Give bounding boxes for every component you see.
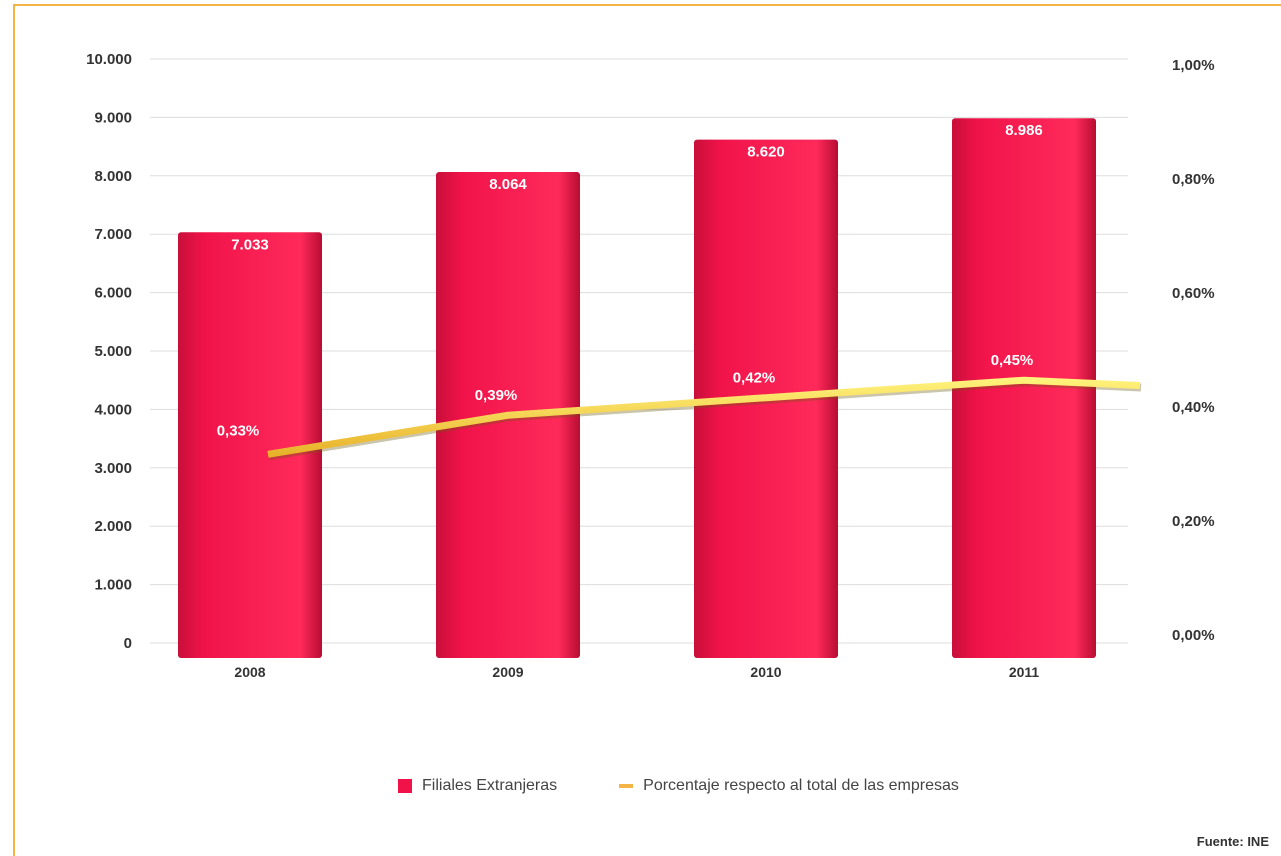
source-note: Fuente: INE (1196, 834, 1269, 849)
y-left-tick-label: 8.000 (94, 168, 132, 185)
x-tick-label: 2008 (234, 664, 265, 680)
y-right-tick-label: 1,00% (1172, 57, 1215, 74)
bar-value-label: 8.986 (1005, 122, 1043, 139)
legend-label-bars: Filiales Extranjeras (422, 777, 558, 794)
y-right-tick-label: 0,60% (1172, 285, 1215, 302)
bar-value-label: 8.620 (747, 144, 785, 161)
line-value-label: 0,42% (733, 370, 776, 387)
legend-swatch-bars (398, 779, 412, 793)
y-right-tick-label: 0,00% (1172, 627, 1215, 644)
y-left-tick-label: 10.000 (86, 51, 132, 68)
y-left-tick-label: 7.000 (94, 226, 132, 243)
line-value-label: 0,39% (475, 387, 518, 404)
bar (178, 232, 322, 658)
legend-swatch-line (619, 784, 634, 788)
y-left-tick-label: 9.000 (94, 109, 132, 126)
y-left-tick-label: 1.000 (94, 577, 132, 594)
line-value-label: 0,45% (991, 352, 1034, 369)
x-tick-label: 2009 (492, 664, 523, 680)
x-tick-label: 2010 (750, 664, 781, 680)
y-right-tick-label: 0,40% (1172, 399, 1215, 416)
y-left-tick-label: 6.000 (94, 285, 132, 302)
bar-series: 7.033 8.064 8.620 8.986 (178, 118, 1096, 659)
y-left-tick-label: 2.000 (94, 518, 132, 535)
y-right-tick-label: 0,20% (1172, 513, 1215, 530)
x-tick-label: 2011 (1009, 664, 1040, 680)
chart-frame (13, 4, 1281, 856)
legend-item-line: Porcentaje respecto al total de las empr… (619, 777, 959, 795)
line-path (267, 376, 1141, 458)
bar-value-label: 8.064 (489, 176, 527, 193)
y-right-tick-label: 0,80% (1172, 171, 1215, 188)
y-left-tick-label: 3.000 (94, 460, 132, 477)
line-value-label: 0,33% (217, 422, 260, 439)
legend-label-line: Porcentaje respecto al total de las empr… (643, 777, 959, 794)
x-axis: 2008 2009 2010 2011 (234, 664, 1039, 680)
y-left-tick-label: 5.000 (94, 343, 132, 360)
legend: Filiales Extranjeras Porcentaje respecto… (398, 772, 1021, 800)
y-left-tick-label: 0 (124, 635, 132, 652)
right-axis: 0,00% 0,20% 0,40% 0,60% 0,80% 1,00% (1172, 57, 1215, 644)
line-series: 0,33% 0,39% 0,42% 0,45% (217, 352, 1142, 461)
left-axis: 0 1.000 2.000 3.000 4.000 5.000 6.000 7.000 8.00… (86, 51, 132, 652)
legend-item-bars: Filiales Extranjeras (398, 777, 557, 795)
bar-value-label: 7.033 (231, 236, 269, 253)
y-left-tick-label: 4.000 (94, 401, 132, 418)
bar (952, 118, 1096, 659)
